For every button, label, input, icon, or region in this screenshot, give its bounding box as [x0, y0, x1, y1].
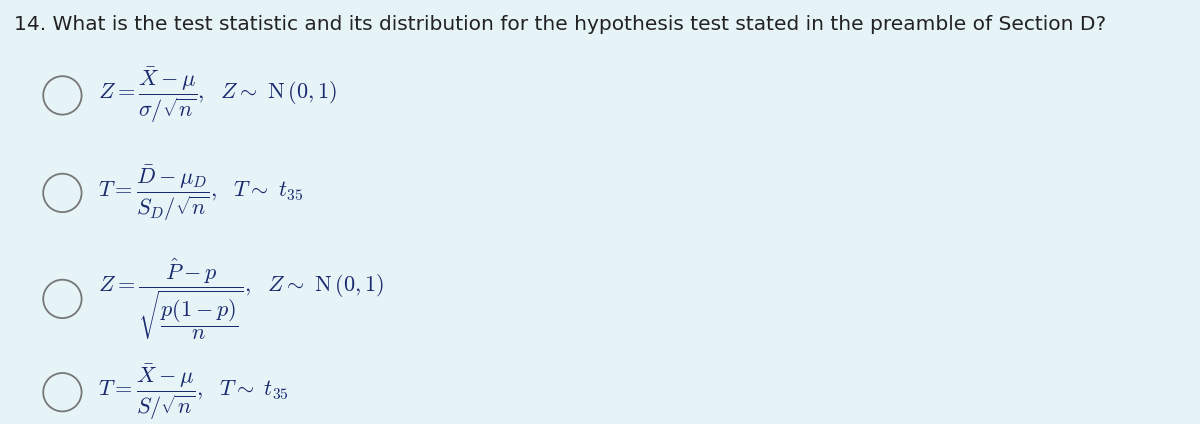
Text: $Z = \dfrac{\bar{X} - \mu}{\sigma/\sqrt{n}},\ \ Z \sim \ \mathrm{N}\,(0,1)$: $Z = \dfrac{\bar{X} - \mu}{\sigma/\sqrt{…: [98, 65, 337, 126]
Text: $T = \dfrac{\bar{D} - \mu_D}{S_D/\sqrt{n}},\ \ T \sim \ t_{35}$: $T = \dfrac{\bar{D} - \mu_D}{S_D/\sqrt{n…: [98, 163, 304, 223]
Text: 14. What is the test statistic and its distribution for the hypothesis test stat: 14. What is the test statistic and its d…: [14, 15, 1106, 34]
Text: $Z = \dfrac{\hat{P} - p}{\sqrt{\dfrac{p(1-p)}{n}}},\ \ Z \sim \ \mathrm{N}\,(0,1: $Z = \dfrac{\hat{P} - p}{\sqrt{\dfrac{p(…: [98, 256, 384, 342]
Text: $T = \dfrac{\bar{X} - \mu}{S/\sqrt{n}},\ \ T \sim \ t_{35}$: $T = \dfrac{\bar{X} - \mu}{S/\sqrt{n}},\…: [98, 362, 289, 422]
